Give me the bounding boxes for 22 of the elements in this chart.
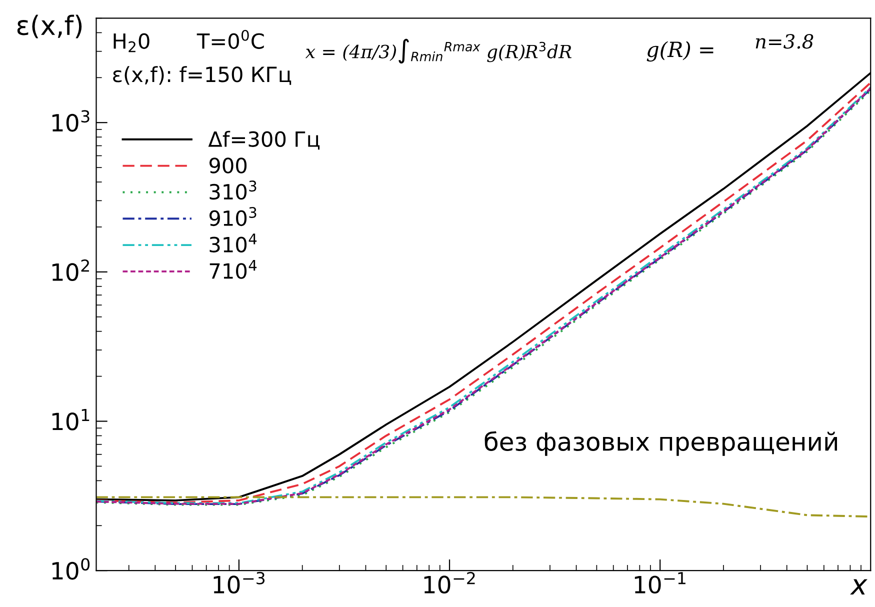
annotation: ε(x,f): f=150 КГц: [113, 66, 292, 85]
legend-label: 900: [209, 158, 247, 174]
y-tick-label: 10$^{2}$: [52, 259, 89, 282]
legend-label: 310$^{3}$: [210, 180, 256, 200]
annotation: n=3.8: [756, 34, 814, 49]
annotation: x = (4π/3)∫$_{Rmin}$$^{Rmax}$ g(R)R$^{3}$dR: [305, 38, 572, 64]
legend-label: 310$^{4}$: [210, 234, 257, 252]
legend-label: Δf=300 Гц: [208, 130, 320, 150]
x-axis-title: x: [850, 579, 868, 594]
x-tick-label: 10$^{−1}$: [634, 572, 686, 594]
annotation: T=0$^{0}$C: [196, 30, 264, 49]
legend-label: 910$^{3}$: [209, 206, 256, 226]
annotation: g(R) =: [646, 41, 714, 62]
y-tick-label: 10$^{1}$: [52, 408, 90, 430]
y-tick-label: 10$^{0}$: [52, 558, 90, 580]
y-axis-title: ε(x,f): [17, 14, 82, 38]
legend-label: 710$^{4}$: [210, 260, 257, 279]
annotation: H$_{2}$0: [114, 33, 150, 52]
y-tick-label: 10$^{3}$: [52, 110, 90, 132]
annotation: без фазовых превращений: [484, 431, 837, 456]
x-tick-label: 10$^{−2}$: [424, 572, 475, 594]
x-tick-label: 10$^{−3}$: [214, 572, 265, 594]
